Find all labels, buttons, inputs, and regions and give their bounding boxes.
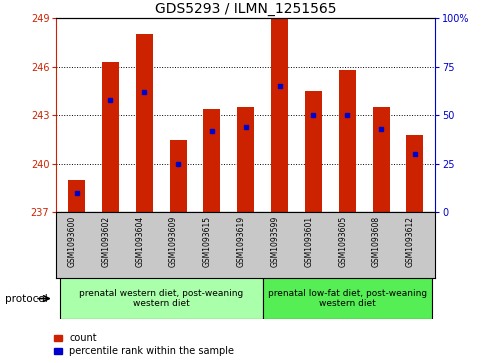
Text: GSM1093601: GSM1093601: [304, 216, 313, 267]
Bar: [136, 34, 152, 212]
Bar: [68, 180, 85, 212]
Text: GSM1093600: GSM1093600: [67, 216, 77, 267]
Text: GSM1093599: GSM1093599: [270, 216, 279, 267]
Text: GSM1093619: GSM1093619: [236, 216, 245, 267]
Text: GSM1093615: GSM1093615: [203, 216, 211, 267]
Legend: count, percentile rank within the sample: count, percentile rank within the sample: [54, 333, 234, 356]
Bar: [60, 278, 262, 319]
Bar: [102, 62, 119, 212]
Text: GSM1093604: GSM1093604: [135, 216, 144, 267]
Bar: [237, 107, 254, 212]
Text: GSM1093612: GSM1093612: [405, 216, 414, 266]
Bar: [305, 91, 321, 212]
Text: GSM1093608: GSM1093608: [371, 216, 380, 267]
Text: GSM1093609: GSM1093609: [169, 216, 178, 267]
Bar: [270, 15, 287, 212]
Text: prenatal low-fat diet, post-weaning
western diet: prenatal low-fat diet, post-weaning west…: [267, 289, 426, 308]
Text: GSM1093605: GSM1093605: [338, 216, 346, 267]
Title: GDS5293 / ILMN_1251565: GDS5293 / ILMN_1251565: [155, 2, 336, 16]
Bar: [406, 135, 423, 212]
Text: prenatal western diet, post-weaning
western diet: prenatal western diet, post-weaning west…: [79, 289, 243, 308]
Bar: [372, 107, 389, 212]
Bar: [262, 278, 431, 319]
Bar: [169, 139, 186, 212]
Bar: [338, 70, 355, 212]
Bar: [203, 109, 220, 212]
Text: protocol: protocol: [5, 294, 47, 303]
Text: GSM1093602: GSM1093602: [101, 216, 110, 267]
